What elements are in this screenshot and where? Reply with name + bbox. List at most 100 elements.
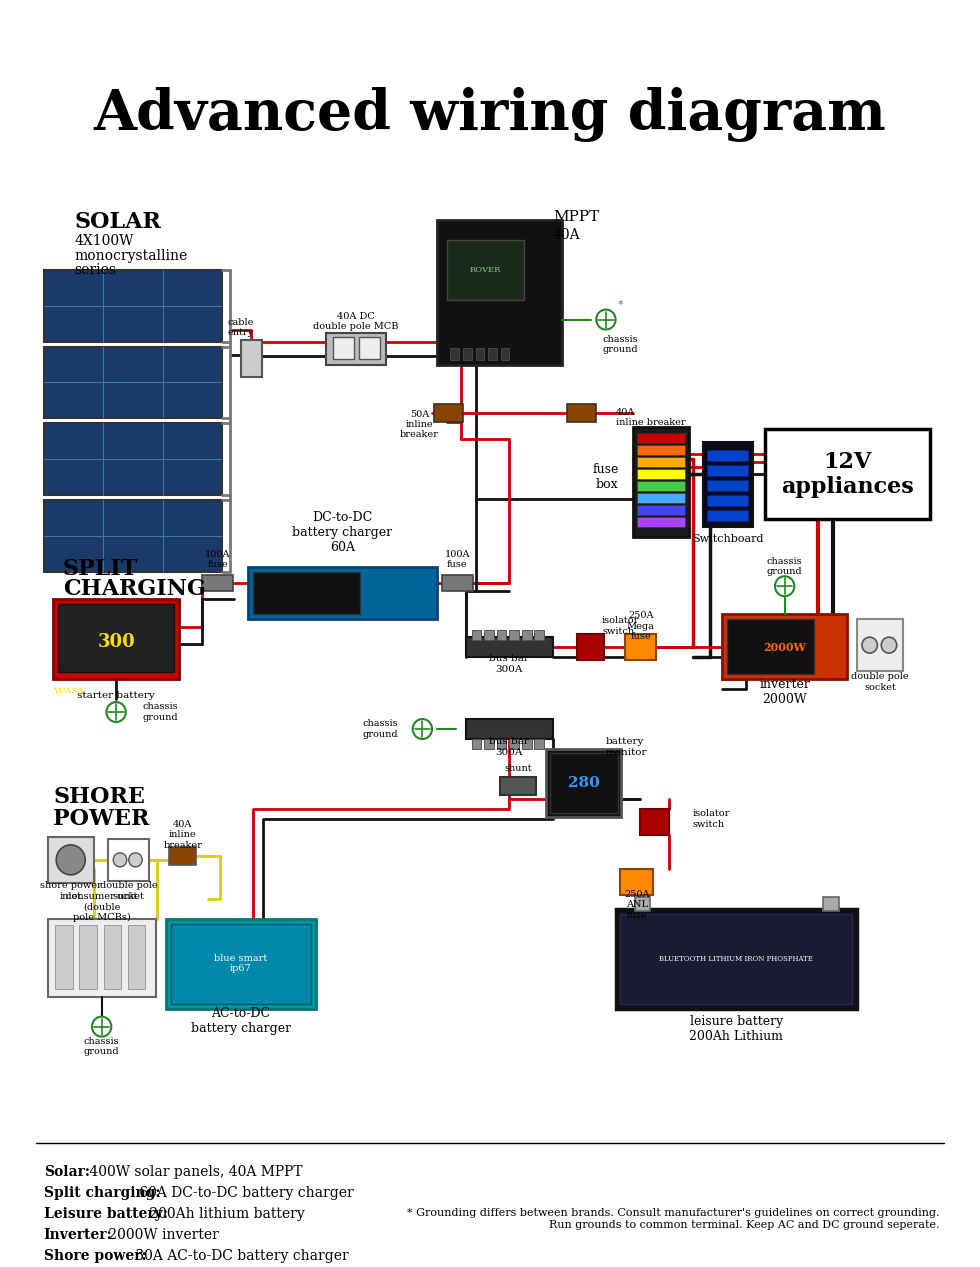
Bar bbox=[497, 630, 507, 640]
Bar bbox=[620, 914, 853, 1003]
Text: chassis
ground: chassis ground bbox=[84, 1036, 120, 1057]
Bar bbox=[488, 347, 497, 360]
Bar bbox=[104, 925, 121, 988]
Bar bbox=[475, 347, 484, 360]
Text: 30A AC-to-DC battery charger: 30A AC-to-DC battery charger bbox=[130, 1249, 348, 1263]
Text: series: series bbox=[74, 262, 117, 276]
Bar bbox=[466, 637, 553, 658]
Text: Advanced wiring diagram: Advanced wiring diagram bbox=[94, 87, 886, 142]
Text: Shore power:: Shore power: bbox=[44, 1249, 146, 1263]
Text: cable
entry: cable entry bbox=[227, 318, 254, 337]
Text: 12V
appliances: 12V appliances bbox=[781, 451, 913, 498]
Bar bbox=[44, 347, 222, 418]
Bar bbox=[249, 568, 437, 620]
Text: chassis
ground: chassis ground bbox=[766, 556, 803, 576]
Bar bbox=[167, 919, 317, 1009]
Text: *: * bbox=[617, 299, 623, 309]
Bar bbox=[727, 620, 813, 674]
Bar bbox=[620, 869, 654, 895]
Bar bbox=[637, 469, 685, 479]
Text: isolator
switch: isolator switch bbox=[693, 810, 730, 829]
Bar bbox=[637, 457, 685, 468]
Bar bbox=[497, 739, 507, 749]
Text: battery
monitor: battery monitor bbox=[606, 737, 648, 756]
Bar bbox=[44, 423, 222, 495]
Text: isolator
switch: isolator switch bbox=[602, 617, 639, 636]
Text: 2000W inverter: 2000W inverter bbox=[104, 1229, 219, 1243]
Text: MPPT: MPPT bbox=[553, 210, 599, 224]
Bar bbox=[466, 720, 553, 739]
Bar bbox=[437, 219, 563, 365]
Bar bbox=[708, 511, 748, 521]
Bar bbox=[53, 599, 179, 679]
Bar bbox=[765, 430, 930, 519]
Bar bbox=[577, 635, 604, 660]
Text: Solar:: Solar: bbox=[44, 1166, 90, 1180]
Text: YUASA: YUASA bbox=[53, 687, 83, 696]
Bar bbox=[625, 635, 657, 660]
Text: 40A DC
double pole MCB: 40A DC double pole MCB bbox=[313, 312, 399, 331]
Bar bbox=[442, 575, 472, 592]
Text: blue smart
ip67: blue smart ip67 bbox=[214, 954, 268, 973]
Bar bbox=[522, 739, 531, 749]
Bar bbox=[637, 517, 685, 527]
Text: consumer unit
(double
pole MCBs): consumer unit (double pole MCBs) bbox=[66, 892, 137, 922]
Text: double pole
socket: double pole socket bbox=[100, 881, 158, 901]
Text: Split charging:: Split charging: bbox=[44, 1186, 160, 1200]
Bar bbox=[534, 630, 544, 640]
Text: chassis
ground: chassis ground bbox=[142, 702, 177, 722]
Text: DC-to-DC
battery charger
60A: DC-to-DC battery charger 60A bbox=[292, 511, 392, 554]
Bar bbox=[637, 493, 685, 503]
Text: SHORE: SHORE bbox=[53, 786, 145, 808]
Text: SPLIT: SPLIT bbox=[63, 559, 138, 580]
Bar bbox=[823, 897, 839, 911]
Text: Leisure battery:: Leisure battery: bbox=[44, 1207, 168, 1221]
Bar bbox=[127, 925, 145, 988]
Text: SOLAR: SOLAR bbox=[74, 210, 162, 233]
Text: Switchboard: Switchboard bbox=[692, 535, 763, 545]
Bar bbox=[172, 924, 312, 1003]
Bar bbox=[55, 925, 73, 988]
Bar bbox=[447, 239, 524, 299]
Bar bbox=[534, 739, 544, 749]
Bar bbox=[637, 506, 685, 516]
Text: 250A
Mega
fuse: 250A Mega fuse bbox=[627, 611, 655, 641]
Circle shape bbox=[775, 576, 795, 597]
Bar bbox=[637, 481, 685, 492]
Bar bbox=[471, 630, 481, 640]
Bar bbox=[434, 404, 463, 422]
Circle shape bbox=[128, 853, 142, 867]
Text: 100A
fuse: 100A fuse bbox=[205, 550, 230, 569]
Text: 40A: 40A bbox=[553, 228, 580, 242]
Bar bbox=[241, 340, 262, 378]
Text: 280: 280 bbox=[567, 775, 600, 789]
Circle shape bbox=[107, 702, 125, 722]
Circle shape bbox=[862, 637, 877, 653]
Bar bbox=[325, 332, 386, 365]
Bar bbox=[858, 620, 904, 672]
Text: leisure battery
200Ah Lithium: leisure battery 200Ah Lithium bbox=[689, 1015, 783, 1043]
Bar bbox=[484, 630, 494, 640]
Bar bbox=[79, 925, 97, 988]
Bar bbox=[546, 749, 621, 817]
Text: shunt: shunt bbox=[504, 764, 532, 773]
Circle shape bbox=[56, 845, 85, 874]
Text: BLUETOOTH LITHIUM IRON PHOSPHATE: BLUETOOTH LITHIUM IRON PHOSPHATE bbox=[660, 955, 813, 963]
Text: 2000W: 2000W bbox=[763, 641, 807, 653]
Bar bbox=[615, 908, 858, 1009]
Bar bbox=[637, 433, 685, 443]
Bar bbox=[522, 630, 531, 640]
Bar bbox=[708, 480, 748, 492]
Bar bbox=[463, 347, 471, 360]
Text: starter battery: starter battery bbox=[77, 691, 155, 699]
Text: double pole
socket: double pole socket bbox=[852, 673, 909, 692]
Bar bbox=[253, 573, 360, 614]
Text: 250A
ANL
fuse: 250A ANL fuse bbox=[624, 889, 650, 920]
Bar bbox=[48, 837, 94, 883]
Text: 100A
fuse: 100A fuse bbox=[444, 550, 469, 569]
Bar bbox=[703, 442, 753, 527]
Circle shape bbox=[114, 853, 126, 867]
Text: 200Ah lithium battery: 200Ah lithium battery bbox=[145, 1207, 305, 1221]
Bar bbox=[202, 575, 233, 592]
Bar bbox=[170, 846, 196, 865]
